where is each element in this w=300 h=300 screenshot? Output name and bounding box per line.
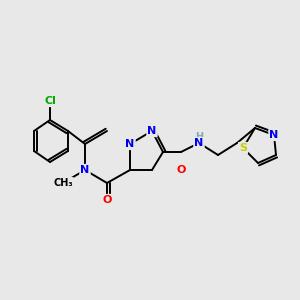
Text: CH₃: CH₃ — [53, 178, 73, 188]
Text: N: N — [269, 130, 279, 140]
Text: N: N — [147, 126, 157, 136]
Text: O: O — [102, 195, 112, 205]
Text: H: H — [195, 132, 203, 142]
Text: N: N — [125, 139, 135, 149]
Text: Cl: Cl — [44, 96, 56, 106]
Text: S: S — [239, 143, 247, 153]
Text: N: N — [80, 165, 90, 175]
Text: N: N — [194, 138, 204, 148]
Text: O: O — [176, 165, 186, 175]
